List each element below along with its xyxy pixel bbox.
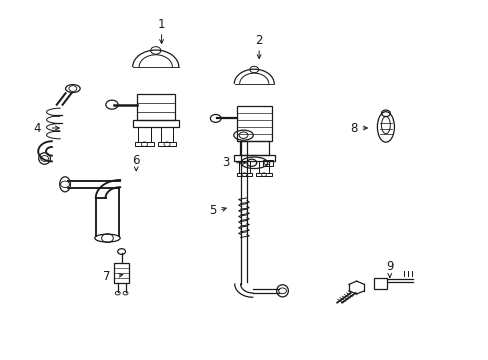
Bar xyxy=(236,173,252,176)
Text: 3: 3 xyxy=(222,156,229,169)
Bar xyxy=(114,264,129,283)
Bar xyxy=(138,127,150,142)
Text: 4: 4 xyxy=(34,122,41,135)
Bar xyxy=(233,155,274,161)
Text: 8: 8 xyxy=(349,122,357,135)
Text: 1: 1 xyxy=(158,18,165,31)
Bar xyxy=(258,161,269,173)
Bar xyxy=(373,278,386,289)
Bar xyxy=(132,121,179,127)
Bar xyxy=(135,142,153,146)
Bar xyxy=(256,173,271,176)
Text: 5: 5 xyxy=(209,204,216,217)
Text: 2: 2 xyxy=(255,33,263,47)
Text: 7: 7 xyxy=(103,270,110,283)
Bar xyxy=(161,127,173,142)
Text: 9: 9 xyxy=(385,260,393,273)
Text: 6: 6 xyxy=(132,154,140,167)
Bar xyxy=(263,160,272,166)
Bar xyxy=(158,142,176,146)
Bar xyxy=(239,161,249,173)
Bar xyxy=(236,107,271,140)
Bar xyxy=(136,94,175,121)
Bar xyxy=(239,140,268,155)
